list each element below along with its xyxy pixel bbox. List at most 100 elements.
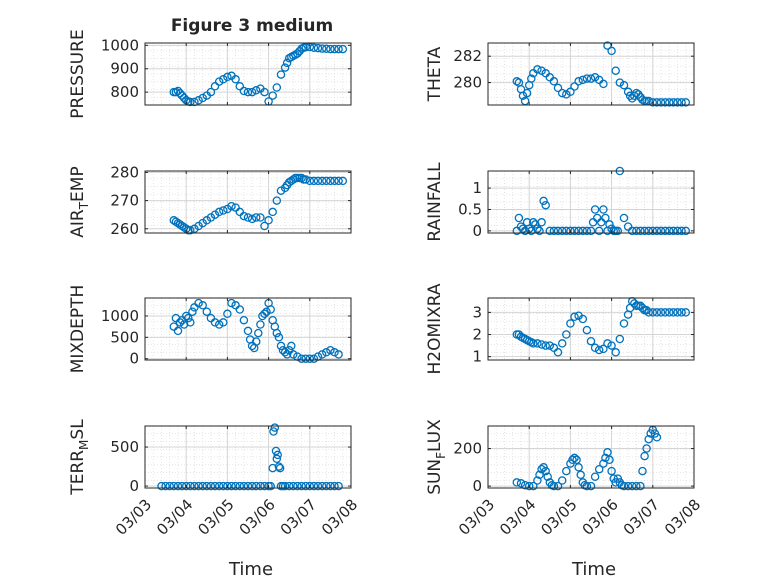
major-grid [145,426,351,488]
data-point [677,226,686,236]
y-tick-label: 0 [472,477,482,495]
y-tick-label: 1000 [101,36,139,54]
data-point [322,481,331,491]
y-axis-label-main: THETA [425,46,445,102]
data-point [665,98,674,107]
data-point [636,481,645,491]
data-point [586,481,596,491]
data-point [669,308,678,317]
y-axis-label: AIRTEMP [68,166,91,237]
data-point [251,213,261,222]
data-point [533,476,542,485]
data-point [190,224,199,234]
axes-box [144,425,352,489]
data-point [243,213,253,222]
data-point [269,427,278,436]
data-point [266,481,275,491]
data-point [219,75,228,84]
data-point [287,341,296,351]
data-point [251,86,261,95]
data-point [289,350,298,359]
data-point [553,226,563,236]
data-point [673,98,682,107]
data-point [607,466,616,476]
data-point [656,98,666,107]
data-point [660,226,670,236]
series-markers [169,42,348,107]
y-tick-label: 200 [453,440,482,458]
x-tick-label: 03/03 [112,496,155,539]
data-point [282,350,292,359]
data-point [256,320,265,329]
data-point [640,226,649,236]
data-point [181,311,191,321]
data-point [541,466,550,476]
data-point [305,176,315,186]
data-point [301,42,310,52]
data-point [256,213,265,222]
data-point [553,348,563,357]
data-point [623,481,633,491]
data-point [586,74,596,83]
data-point [276,70,286,79]
data-point [660,98,670,107]
data-point [574,226,583,236]
data-point [175,318,185,327]
data-point [553,481,563,491]
data-point [239,211,249,221]
data-point [578,314,588,324]
data-point [652,433,662,442]
data-point [239,315,249,325]
data-point [326,481,335,491]
data-point [247,214,257,224]
data-point [677,308,686,317]
data-point [681,98,691,107]
y-tick-label: 800 [110,83,139,101]
data-point [260,87,269,97]
y-axis-label: PRESSURE [68,29,88,118]
data-point [309,43,319,52]
data-point [557,476,567,485]
data-point [280,348,290,357]
data-point [268,207,277,217]
data-point [632,226,641,236]
data-point [582,74,592,83]
data-point [198,481,207,491]
data-point [206,481,216,491]
data-point [270,423,280,432]
data-point [652,308,662,317]
data-point [326,176,335,186]
data-point [636,226,645,236]
series-markers [512,41,691,107]
data-point [652,98,662,107]
data-point [590,205,600,214]
data-point [638,95,647,104]
data-point [251,337,261,346]
data-point [247,481,257,491]
data-point [512,478,522,487]
data-point [574,463,583,472]
data-point [330,44,339,54]
data-point [566,87,575,97]
data-point [210,82,220,91]
data-point [186,318,195,327]
subplot-2: 280 282 THETA [425,41,695,107]
data-point [599,459,608,468]
data-point [615,78,625,87]
data-point [293,49,302,58]
x-axis-label-left: Time [228,559,273,580]
axes-box [487,297,695,361]
y-tick-label: 1000 [101,307,139,325]
axes-box [144,42,352,106]
series-markers [157,423,343,491]
data-point [169,481,179,491]
data-point [613,226,623,236]
y-axis-label-main: SUN [425,459,445,495]
y-axis-label-main: TERR [68,450,88,496]
data-point [516,479,526,488]
data-point [262,307,271,316]
data-point [227,201,236,211]
y-tick-label: 282 [453,47,482,65]
